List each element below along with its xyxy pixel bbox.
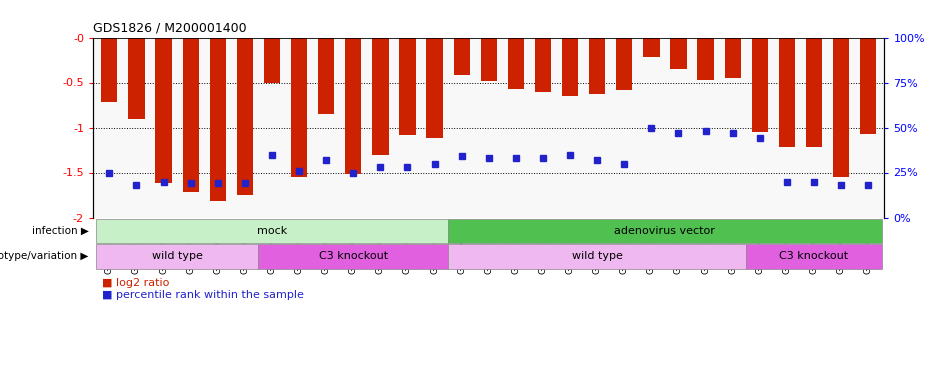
Bar	[724, 38, 741, 78]
Bar	[453, 38, 470, 75]
Bar	[589, 38, 605, 94]
Bar	[399, 38, 415, 135]
Text: GDS1826 / M200001400: GDS1826 / M200001400	[93, 22, 247, 35]
Bar	[128, 38, 144, 118]
Text: C3 knockout: C3 knockout	[318, 251, 388, 261]
Bar	[751, 38, 768, 132]
Bar	[616, 38, 632, 90]
Bar	[806, 38, 822, 147]
Bar	[290, 38, 307, 177]
Text: infection ▶: infection ▶	[32, 226, 88, 236]
Bar	[833, 38, 849, 177]
Bar	[318, 38, 334, 114]
Bar	[345, 38, 361, 174]
Bar	[448, 244, 747, 268]
Text: ■ log2 ratio: ■ log2 ratio	[102, 279, 169, 288]
Text: adenovirus vector: adenovirus vector	[614, 226, 715, 236]
Bar	[747, 244, 882, 268]
Bar	[101, 38, 117, 102]
Text: ■ percentile rank within the sample: ■ percentile rank within the sample	[102, 290, 304, 300]
Bar	[182, 38, 199, 192]
Bar	[259, 244, 448, 268]
Text: wild type: wild type	[572, 251, 623, 261]
Text: C3 knockout: C3 knockout	[779, 251, 848, 261]
Bar	[155, 38, 171, 183]
Bar	[562, 38, 578, 96]
Bar	[697, 38, 714, 80]
Bar	[643, 38, 659, 57]
Bar	[372, 38, 388, 154]
Bar	[96, 219, 448, 243]
Text: genotype/variation ▶: genotype/variation ▶	[0, 251, 88, 261]
Text: mock: mock	[257, 226, 287, 236]
Bar	[448, 219, 882, 243]
Bar	[670, 38, 686, 69]
Bar	[263, 38, 280, 82]
Bar	[480, 38, 497, 81]
Bar	[426, 38, 443, 138]
Bar	[860, 38, 876, 134]
Bar	[778, 38, 795, 147]
Bar	[96, 244, 259, 268]
Bar	[209, 38, 226, 201]
Text: wild type: wild type	[152, 251, 203, 261]
Bar	[507, 38, 524, 89]
Bar	[236, 38, 253, 195]
Bar	[534, 38, 551, 92]
